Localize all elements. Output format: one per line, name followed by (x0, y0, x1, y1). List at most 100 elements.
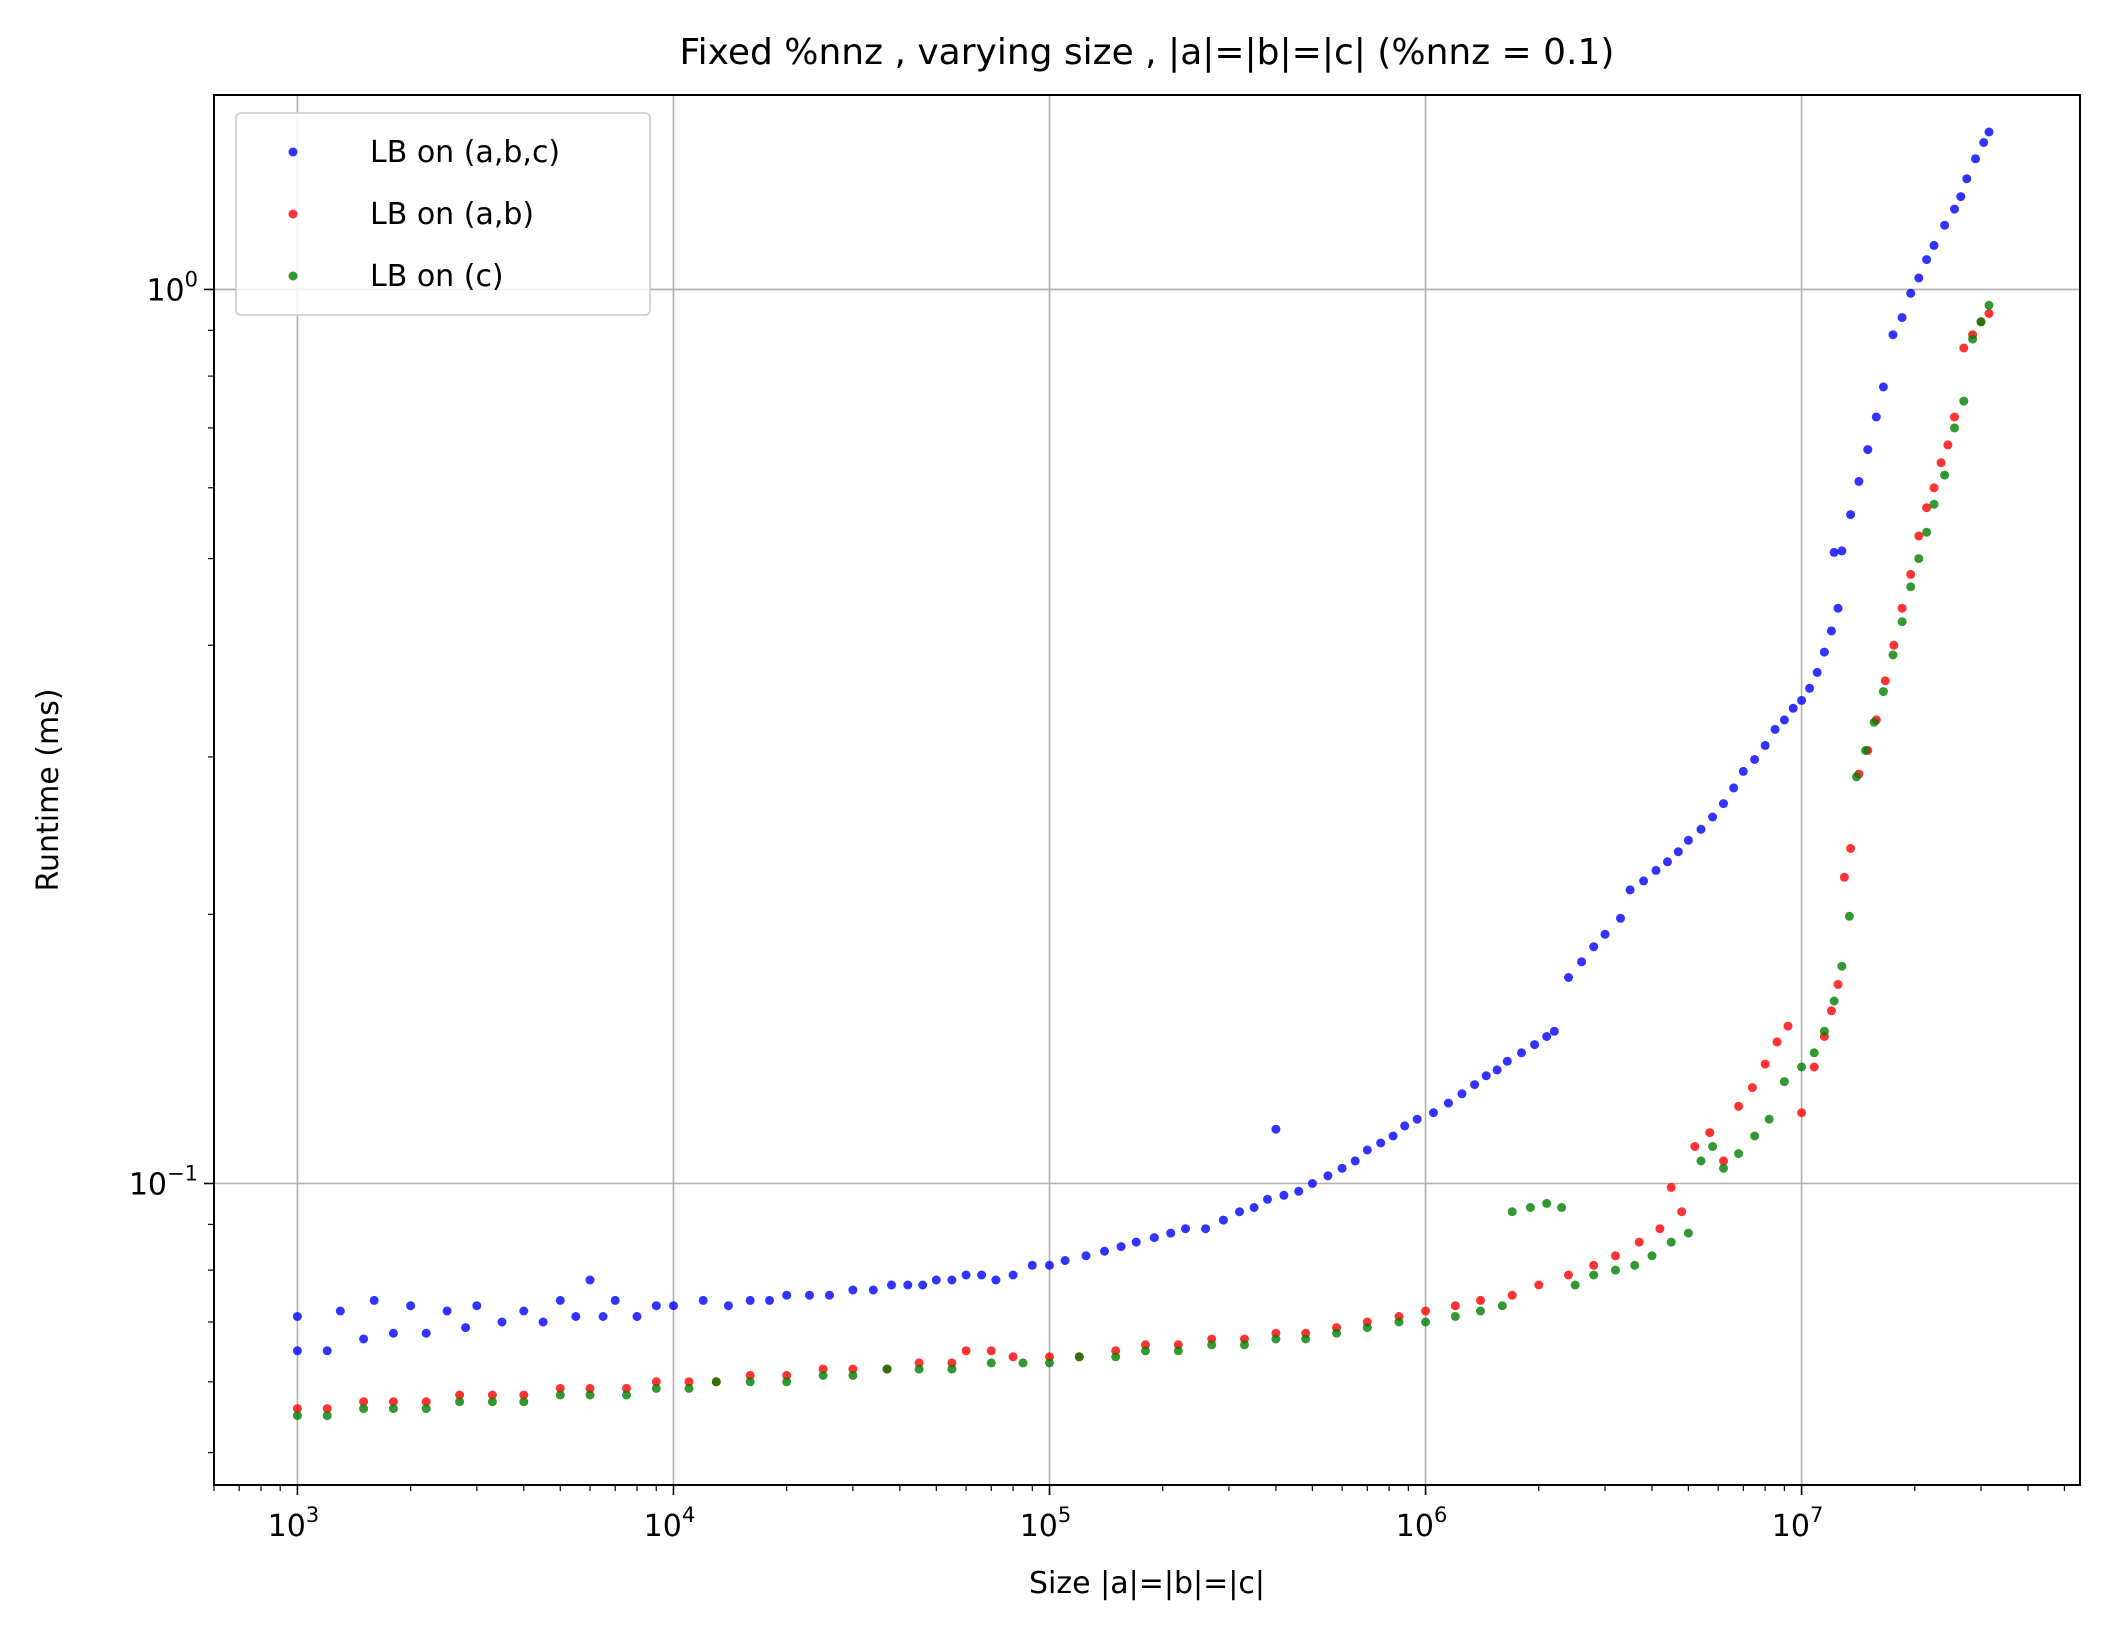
data-point (1443, 1098, 1453, 1108)
data-point (1362, 1145, 1372, 1155)
data-point (1750, 755, 1760, 764)
data-point (555, 1383, 565, 1393)
data-point (1959, 343, 1969, 353)
data-point (1457, 1089, 1467, 1099)
data-point (1235, 1207, 1244, 1217)
x-axis: 103 104 105 106 107 (213, 1485, 2066, 1544)
data-point (868, 1285, 878, 1295)
data-point (1400, 1121, 1410, 1131)
data-point (1677, 1207, 1687, 1217)
data-point (1914, 531, 1924, 541)
data-point (1906, 288, 1916, 298)
data-point (1914, 554, 1924, 564)
data-point (1240, 1340, 1249, 1350)
data-point (1797, 1062, 1807, 1072)
data-point (1690, 1142, 1700, 1151)
data-point (1362, 1323, 1372, 1333)
data-point (1630, 1260, 1640, 1270)
data-point (698, 1295, 708, 1305)
data-point (1984, 127, 1994, 137)
data-point (322, 1411, 332, 1421)
data-point (1376, 1138, 1386, 1148)
data-point (1878, 382, 1888, 392)
data-point (1166, 1228, 1176, 1238)
data-point (421, 1397, 431, 1407)
data-point (1922, 503, 1932, 513)
data-point (1770, 724, 1780, 734)
data-point (1797, 1108, 1807, 1118)
data-point (914, 1358, 924, 1368)
data-point (1869, 717, 1879, 727)
data-point (1914, 273, 1924, 283)
x-tick-base: 10 (268, 1509, 306, 1544)
data-point (1673, 847, 1683, 857)
y-tick-exponent: 0 (185, 267, 198, 291)
x-tick-label: 106 (1396, 1503, 1448, 1544)
x-tick-label: 105 (1020, 1503, 1072, 1544)
data-point (931, 1275, 941, 1285)
data-point (585, 1383, 595, 1393)
data-point (421, 1404, 431, 1414)
data-point (292, 1346, 302, 1356)
series-3 (292, 300, 1994, 1421)
legend-label: LB on (a,b) (370, 197, 534, 232)
data-point (1263, 1194, 1272, 1204)
data-point (1922, 527, 1932, 537)
legend-label: LB on (c) (370, 259, 504, 294)
data-point (1809, 1048, 1819, 1058)
data-point (1666, 1182, 1676, 1192)
data-point (487, 1390, 497, 1400)
data-point (1747, 1083, 1757, 1093)
data-point (1149, 1233, 1159, 1243)
data-point (1956, 192, 1966, 202)
data-point (1936, 458, 1946, 468)
data-point (1962, 174, 1972, 184)
data-point (292, 1404, 302, 1414)
data-point (914, 1364, 924, 1374)
data-point (1337, 1163, 1347, 1173)
data-point (1833, 603, 1843, 613)
data-point (1497, 1301, 1507, 1311)
y-tick-label: 100 (146, 267, 198, 308)
data-point (1611, 1265, 1620, 1275)
data-point (1388, 1131, 1398, 1141)
y-axis-label: Runtime (ms) (31, 688, 66, 891)
x-axis-label: Size |a|=|b|=|c| (1029, 1566, 1265, 1601)
data-point (947, 1358, 957, 1368)
data-point (1984, 300, 1994, 310)
legend-marker (288, 147, 298, 157)
data-point (1772, 1037, 1782, 1047)
data-point (598, 1312, 608, 1321)
data-point (406, 1301, 416, 1311)
data-point (1976, 317, 1986, 327)
data-point (1719, 1163, 1728, 1173)
data-point (1100, 1246, 1109, 1256)
data-point (1950, 204, 1959, 214)
data-point (322, 1404, 332, 1414)
data-point (1421, 1306, 1431, 1316)
data-point (887, 1280, 896, 1290)
data-point (1819, 1026, 1829, 1036)
data-point (818, 1370, 828, 1380)
data-point (1307, 1179, 1317, 1188)
data-point (723, 1301, 733, 1311)
x-tick-label: 107 (1772, 1503, 1824, 1544)
data-point (745, 1295, 755, 1305)
data-point (977, 1270, 987, 1280)
data-point (1350, 1156, 1360, 1166)
data-point (1116, 1242, 1126, 1252)
data-point (585, 1390, 595, 1400)
data-point (903, 1280, 913, 1290)
x-tick-exponent: 6 (1434, 1503, 1447, 1527)
data-point (555, 1390, 565, 1400)
data-point (1589, 1260, 1599, 1270)
data-point (1906, 582, 1916, 592)
data-point (782, 1370, 792, 1380)
series-1 (292, 127, 1994, 1356)
x-tick-exponent: 4 (682, 1503, 695, 1527)
data-point (555, 1295, 565, 1305)
data-point (1507, 1290, 1517, 1300)
data-point (1854, 476, 1864, 486)
legend-marker (288, 271, 298, 281)
plot-frame (213, 94, 2081, 1486)
